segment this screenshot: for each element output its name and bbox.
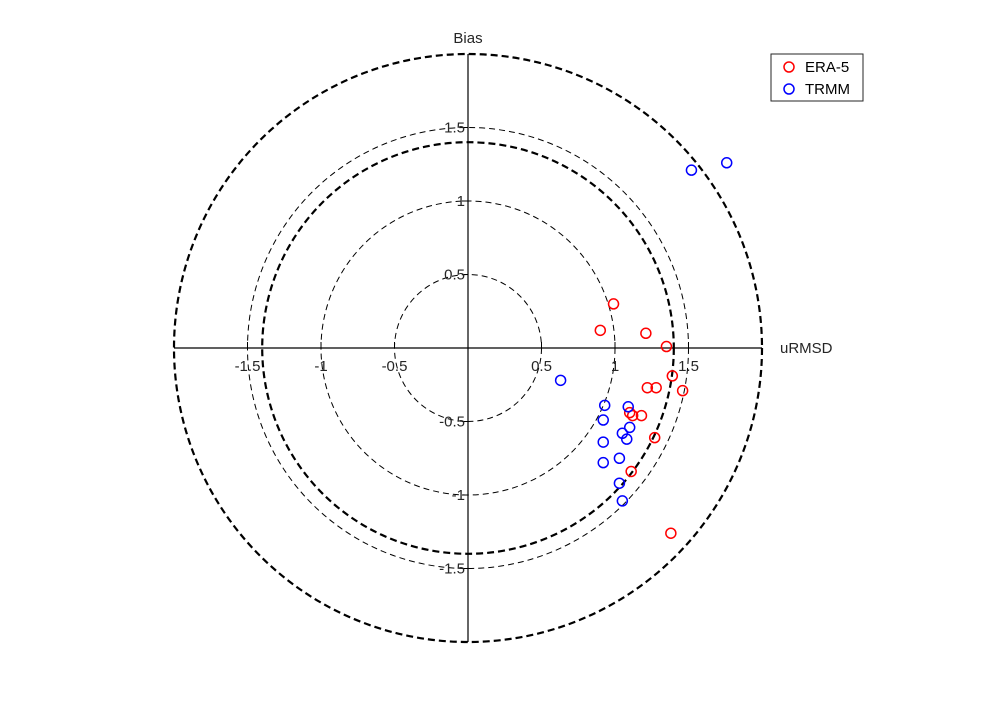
point-era5 [650,381,662,394]
point-trmm [613,477,626,489]
point-trmm [554,374,567,387]
x-tick-label: -0.5 [382,358,408,375]
point-era5 [607,298,620,310]
y-tick-label: -1 [452,487,465,504]
point-era5 [623,406,636,419]
y-axis-label: Bias [453,30,482,47]
point-trmm [613,452,626,464]
point-era5 [665,527,677,539]
point-trmm [616,495,629,507]
legend-label-trmm: TRMM [805,81,850,98]
point-trmm [597,414,609,426]
point-trmm [685,164,698,176]
point-trmm [622,401,634,413]
point-era5 [660,340,673,353]
x-tick-label: 0.5 [531,358,552,375]
y-tick-label: 1.5 [444,120,465,137]
x-axis-label: uRMSD [780,340,833,357]
point-trmm [623,421,636,434]
point-trmm [720,157,733,169]
point-trmm [621,433,633,445]
x-tick-label: -1.5 [235,358,261,375]
y-tick-label: 1 [457,193,465,210]
point-era5 [666,370,679,382]
point-trmm [597,456,609,469]
point-trmm [597,436,609,448]
point-era5 [648,431,661,444]
point-era5 [626,409,639,422]
tick-marks-and-labels: -1.5 -1 -0.5 0.5 1 1.5 1.5 1 0.5 -0.5 -1 -1.5 [235,120,699,578]
y-tick-label: -0.5 [439,414,465,431]
point-era5 [641,381,654,394]
legend: ERA-5 TRMM [770,53,864,102]
x-tick-label: -1 [314,358,327,375]
axes [174,54,762,642]
point-era5 [635,409,648,422]
y-tick-label: -1.5 [439,561,465,578]
legend-marker-trmm [783,83,795,95]
point-era5 [625,465,637,478]
point-era5 [676,384,689,397]
x-tick-label: 1.5 [678,358,699,375]
point-era5 [594,324,607,337]
point-trmm [598,399,611,412]
data-points [554,157,733,539]
y-tick-label: 0.5 [444,267,465,284]
legend-label-era5: ERA-5 [805,59,849,76]
x-tick-label: 1 [611,358,619,375]
legend-marker-era5 [783,61,795,73]
point-era5 [640,327,652,340]
